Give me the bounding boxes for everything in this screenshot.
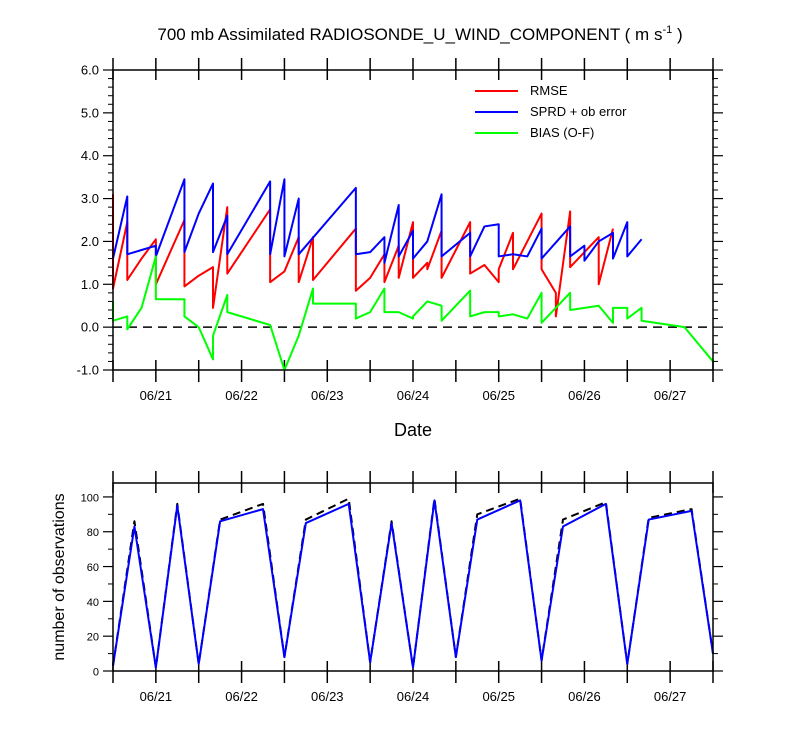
y-tick-label: 60	[87, 562, 99, 574]
y-tick-label: -1.0	[77, 363, 99, 378]
bottom-series-group	[112, 497, 714, 669]
chart-title-superscript: -1	[662, 24, 672, 36]
x-tick-label: 06/25	[482, 689, 515, 704]
top-plot-frame	[112, 69, 714, 371]
chart-title-main: 700 mb Assimilated RADIOSONDE_U_WIND_COM…	[157, 25, 662, 44]
series-line-bias-o-f	[112, 255, 714, 371]
top-x-tick-labels: 06/21 06/22 06/23 06/24 06/25 06/26 06/27	[140, 388, 687, 403]
chart-title: 700 mb Assimilated RADIOSONDE_U_WIND_COM…	[157, 24, 682, 44]
y-tick-label: 5.0	[81, 105, 99, 120]
legend-label-sprd: SPRD + ob error	[530, 104, 627, 119]
x-tick-label: 06/24	[397, 689, 430, 704]
x-tick-label: 06/22	[225, 388, 258, 403]
x-tick-label: 06/23	[311, 689, 344, 704]
series-line-rmse	[112, 194, 614, 318]
x-tick-label: 06/21	[140, 689, 173, 704]
top-y-tick-labels: -1.0 0.0 1.0 2.0 3.0 4.0 5.0 6.0	[77, 63, 99, 378]
legend: RMSE SPRD + ob error BIAS (O-F)	[475, 83, 627, 140]
x-tick-label: 06/21	[140, 388, 173, 403]
y-tick-label: 0	[93, 667, 99, 679]
y-tick-label: 1.0	[81, 277, 99, 292]
bottom-plot-frame	[112, 482, 714, 672]
bottom-x-tick-labels: 06/21 06/22 06/23 06/24 06/25 06/26 06/27	[140, 689, 687, 704]
x-tick-label: 06/22	[225, 689, 258, 704]
legend-label-rmse: RMSE	[530, 83, 568, 98]
y-tick-label: 20	[87, 632, 99, 644]
top-panel: -1.00.01.02.03.04.05.06.0 06/21 06/22 06/2…	[77, 58, 723, 440]
legend-label-bias: BIAS (O-F)	[530, 125, 594, 140]
y-tick-label: 40	[87, 597, 99, 609]
x-axis-label: Date	[394, 420, 432, 440]
top-series-group	[112, 178, 714, 371]
x-tick-label: 06/26	[568, 388, 601, 403]
bottom-y-tick-labels: 0 20 40 60 80 100	[81, 492, 99, 678]
series-line-assimilated-observations	[112, 499, 714, 669]
y-tick-label: 80	[87, 527, 99, 539]
x-tick-label: 06/25	[482, 388, 515, 403]
y-tick-label: 4.0	[81, 148, 99, 163]
x-tick-label: 06/23	[311, 388, 344, 403]
series-line-sprd-ob-error	[112, 178, 643, 264]
x-tick-label: 06/24	[397, 388, 430, 403]
y-axis-label-observations: number of observations	[51, 493, 68, 660]
y-tick-label: 6.0	[81, 63, 99, 78]
x-tick-label: 06/26	[568, 689, 601, 704]
x-tick-label: 06/27	[654, 689, 687, 704]
y-tick-label: 2.0	[81, 234, 99, 249]
y-tick-label: 100	[81, 492, 99, 504]
chart-title-suffix: )	[672, 25, 682, 44]
y-tick-label: 0.0	[81, 320, 99, 335]
x-tick-label: 06/27	[654, 388, 687, 403]
y-tick-label: 3.0	[81, 191, 99, 206]
